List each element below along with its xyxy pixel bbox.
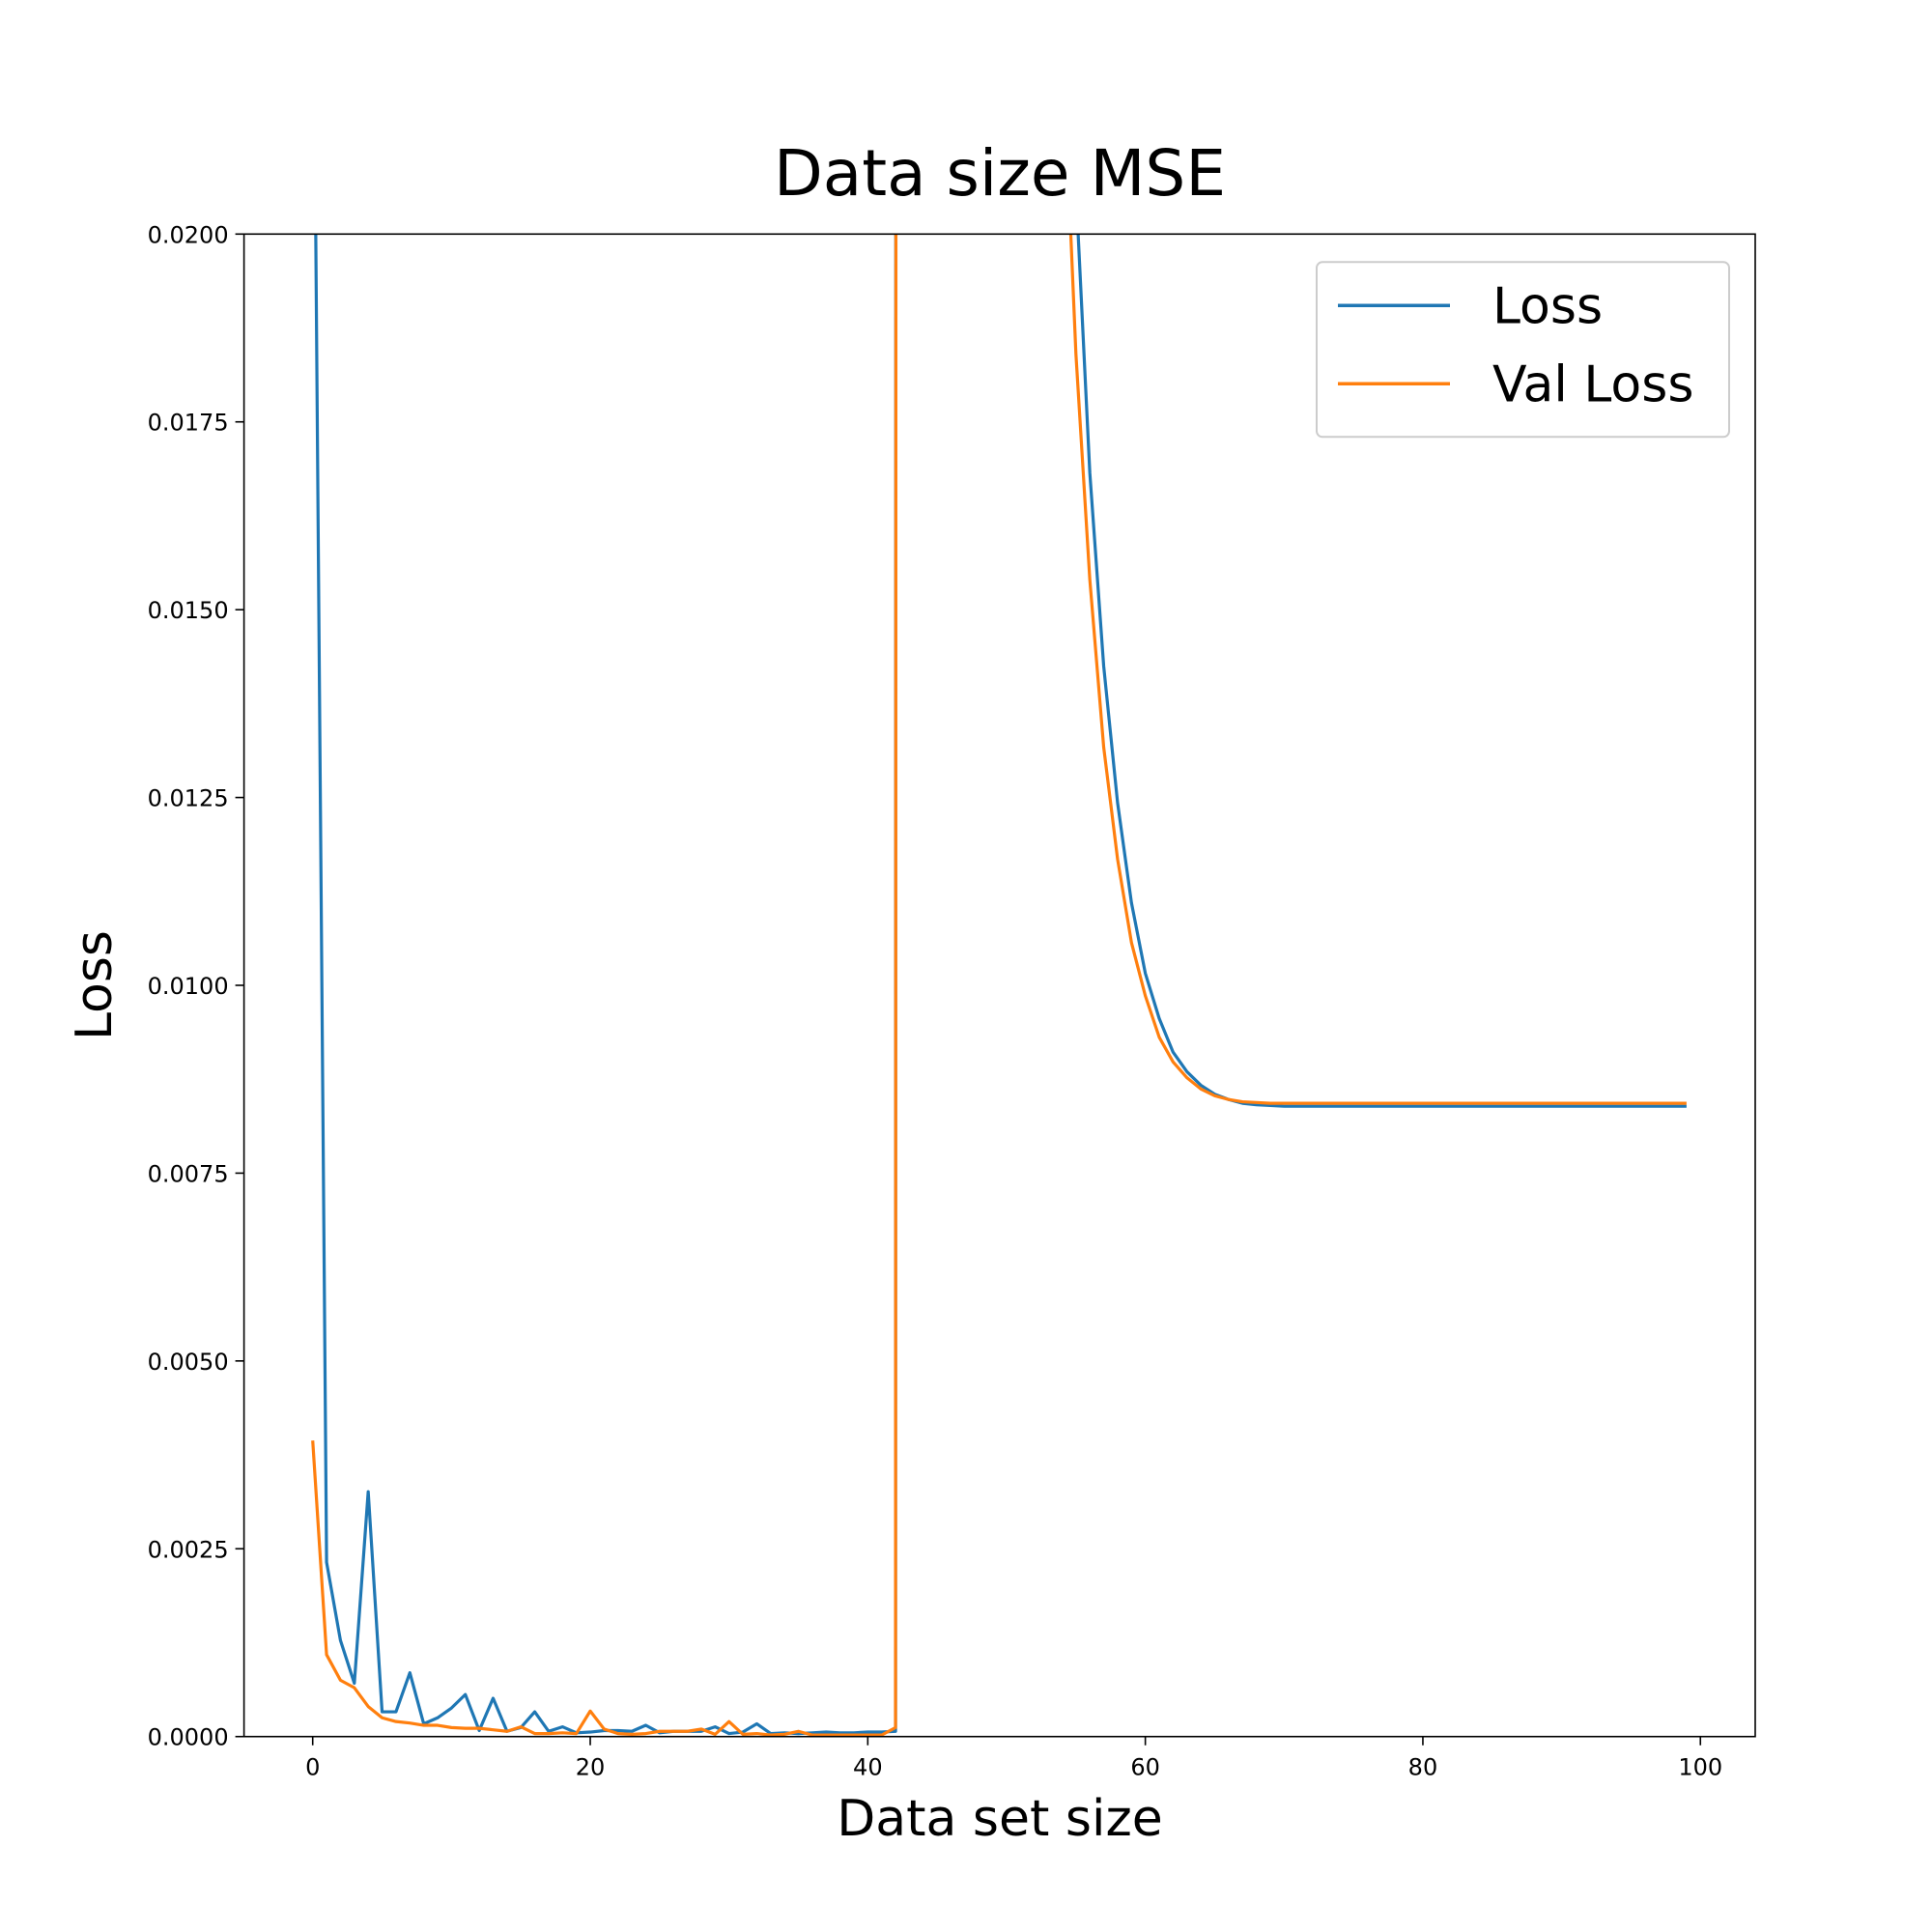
plot-frame	[242, 233, 1756, 1738]
data-line	[314, 234, 1687, 1736]
y-tick-label: 0.0200	[148, 221, 229, 248]
y-tick-label: 0.0025	[148, 1536, 229, 1563]
x-tick-label: 0	[305, 1754, 320, 1781]
x-tick-label: 20	[576, 1754, 606, 1781]
y-tick-label: 0.0175	[148, 410, 229, 437]
x-axis-label: Data set size	[837, 1790, 1163, 1848]
plot-lines	[311, 234, 1687, 1737]
legend-label: Loss	[1492, 277, 1603, 335]
y-axis-label: Loss	[66, 930, 124, 1040]
data-line	[311, 234, 1687, 1737]
chart-title: Data size MSE	[774, 136, 1226, 211]
x-tick-label: 60	[1130, 1754, 1160, 1781]
y-tick-label: 0.0075	[148, 1160, 229, 1187]
x-tick-label: 40	[853, 1754, 883, 1781]
y-tick-label: 0.0100	[148, 973, 229, 1000]
y-tick-label: 0.0125	[148, 785, 229, 812]
y-tick-label: 0.0050	[148, 1349, 229, 1376]
legend-label: Val Loss	[1492, 355, 1693, 413]
x-tick-label: 100	[1678, 1754, 1722, 1781]
y-tick-label: 0.0150	[148, 597, 229, 624]
y-tick-label: 0.0000	[148, 1724, 229, 1751]
x-tick-label: 80	[1408, 1754, 1438, 1781]
